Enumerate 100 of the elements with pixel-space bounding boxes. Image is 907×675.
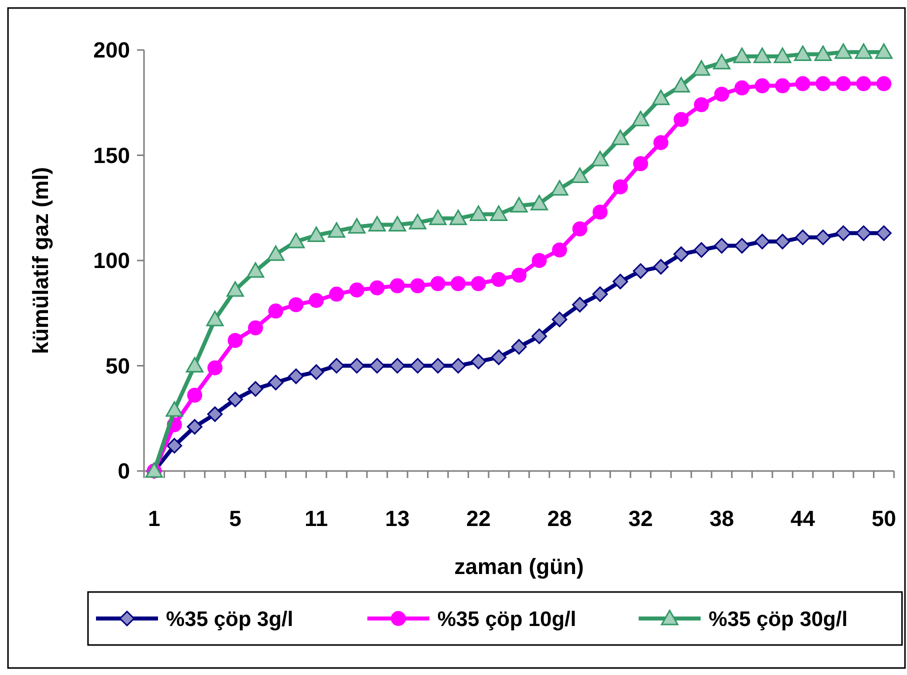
point xyxy=(834,43,852,59)
point xyxy=(653,135,668,150)
point xyxy=(390,278,405,294)
point xyxy=(186,357,204,372)
x-tick-label: 32 xyxy=(628,506,653,531)
point xyxy=(227,392,243,408)
point xyxy=(206,310,224,326)
legend-label: %35 çöp 10g/l xyxy=(437,608,576,631)
point xyxy=(410,278,426,294)
point xyxy=(571,168,589,184)
point xyxy=(815,230,831,246)
point xyxy=(328,222,346,238)
point xyxy=(308,226,326,242)
point xyxy=(632,263,648,279)
y-tick-label: 150 xyxy=(93,142,130,168)
point xyxy=(530,194,548,210)
point xyxy=(532,253,547,268)
point xyxy=(410,358,426,374)
point xyxy=(388,216,406,232)
x-tick-label: 50 xyxy=(872,506,896,531)
point xyxy=(795,230,811,246)
point xyxy=(449,210,467,226)
point xyxy=(572,296,588,312)
point xyxy=(390,358,406,374)
point xyxy=(308,292,324,308)
point xyxy=(876,76,892,92)
point xyxy=(795,76,810,92)
x-tick-label: 11 xyxy=(304,506,328,531)
point xyxy=(774,48,792,64)
x-tick-label: 5 xyxy=(229,506,242,531)
x-tick-label: 38 xyxy=(709,506,734,531)
point xyxy=(328,358,344,374)
x-tick-label: 13 xyxy=(385,506,410,531)
y-tick-label: 200 xyxy=(93,38,130,63)
point xyxy=(734,238,750,254)
point xyxy=(490,205,508,221)
point xyxy=(429,210,447,226)
point xyxy=(814,45,832,61)
point xyxy=(612,130,630,146)
point xyxy=(491,272,506,287)
x-axis-title: zaman (gün) xyxy=(454,554,584,579)
legend-label: %35 çöp 30g/l xyxy=(708,608,848,631)
point xyxy=(673,246,689,262)
x-tick-label: 28 xyxy=(547,506,572,531)
x-tick-label: 1 xyxy=(148,506,160,531)
point xyxy=(856,225,872,241)
point xyxy=(714,238,730,254)
point xyxy=(712,54,730,70)
point xyxy=(552,242,568,258)
point xyxy=(349,282,364,298)
point xyxy=(308,364,324,380)
point xyxy=(267,245,285,261)
point xyxy=(734,80,750,96)
point xyxy=(430,276,446,292)
point xyxy=(653,259,669,275)
point xyxy=(612,179,628,194)
point xyxy=(592,286,608,302)
point xyxy=(186,419,202,435)
point xyxy=(248,381,264,397)
point xyxy=(450,358,466,374)
point xyxy=(550,180,568,196)
point xyxy=(612,274,628,290)
point xyxy=(226,281,244,297)
y-axis-title: kümülatif gaz (ml) xyxy=(28,166,53,354)
point xyxy=(349,358,365,374)
point xyxy=(369,358,385,374)
x-tick-label: 44 xyxy=(790,506,816,531)
point xyxy=(836,76,851,92)
y-tick-label: 100 xyxy=(93,248,130,274)
point xyxy=(875,43,893,59)
point xyxy=(672,77,690,93)
point xyxy=(592,204,608,220)
point xyxy=(794,45,812,61)
point xyxy=(228,332,243,348)
point xyxy=(450,276,466,292)
point xyxy=(246,262,264,278)
point xyxy=(692,60,710,76)
point xyxy=(753,48,771,64)
point xyxy=(754,78,770,94)
point xyxy=(187,388,202,403)
point xyxy=(816,76,831,92)
point xyxy=(470,354,486,370)
point xyxy=(370,280,385,296)
point xyxy=(774,234,790,250)
point xyxy=(733,48,751,64)
point xyxy=(287,232,305,248)
legend-label: %35 çöp 3g/l xyxy=(166,608,294,631)
point xyxy=(674,112,689,127)
point xyxy=(288,368,304,384)
point xyxy=(632,110,650,126)
point xyxy=(694,242,710,258)
point xyxy=(836,225,852,241)
point xyxy=(408,214,426,230)
point xyxy=(854,43,872,59)
x-tick-label: 22 xyxy=(466,506,491,531)
point xyxy=(532,328,548,344)
point xyxy=(207,406,223,422)
point xyxy=(694,97,709,112)
point xyxy=(572,221,588,236)
point xyxy=(248,320,263,336)
